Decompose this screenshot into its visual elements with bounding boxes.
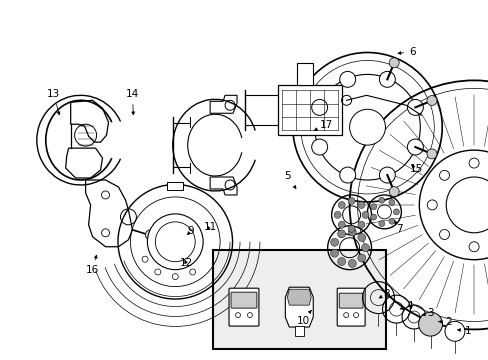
Text: 5: 5 <box>284 171 295 189</box>
Bar <box>212 250 385 348</box>
Circle shape <box>339 71 355 87</box>
FancyBboxPatch shape <box>294 325 303 336</box>
Text: 4: 4 <box>399 301 412 311</box>
FancyBboxPatch shape <box>228 288 258 326</box>
Circle shape <box>370 214 376 220</box>
Circle shape <box>338 221 345 228</box>
Circle shape <box>388 58 398 68</box>
Circle shape <box>393 209 399 215</box>
Text: 17: 17 <box>314 121 332 130</box>
Circle shape <box>426 149 436 159</box>
Circle shape <box>347 228 356 236</box>
Circle shape <box>357 202 364 208</box>
Circle shape <box>370 204 376 210</box>
Circle shape <box>361 211 368 219</box>
Bar <box>167 182 183 190</box>
Circle shape <box>379 167 394 183</box>
Circle shape <box>337 230 345 238</box>
Text: 9: 9 <box>187 226 194 236</box>
Text: 11: 11 <box>203 222 217 231</box>
Circle shape <box>347 260 356 267</box>
Circle shape <box>361 244 369 252</box>
FancyBboxPatch shape <box>339 293 363 308</box>
Circle shape <box>311 99 327 115</box>
Circle shape <box>388 199 394 206</box>
Text: 2: 2 <box>438 317 450 327</box>
Circle shape <box>407 139 423 155</box>
Circle shape <box>311 139 327 155</box>
Circle shape <box>339 167 355 183</box>
Circle shape <box>446 177 488 233</box>
Circle shape <box>388 186 398 197</box>
Circle shape <box>357 234 365 242</box>
Circle shape <box>330 249 338 257</box>
Circle shape <box>378 197 384 203</box>
Circle shape <box>378 221 384 226</box>
Circle shape <box>330 238 338 246</box>
Circle shape <box>426 95 436 105</box>
Circle shape <box>379 71 394 87</box>
Circle shape <box>337 257 345 266</box>
Circle shape <box>349 109 385 145</box>
Circle shape <box>347 197 354 204</box>
Circle shape <box>388 218 394 224</box>
Text: 6: 6 <box>397 46 415 57</box>
Text: 1: 1 <box>457 325 471 336</box>
FancyBboxPatch shape <box>337 288 365 326</box>
Circle shape <box>357 221 364 228</box>
Circle shape <box>407 99 423 115</box>
Text: 16: 16 <box>86 255 99 275</box>
Text: 13: 13 <box>47 89 60 115</box>
Circle shape <box>444 321 464 341</box>
Circle shape <box>145 230 155 240</box>
Circle shape <box>338 202 345 208</box>
FancyBboxPatch shape <box>230 292 256 308</box>
Polygon shape <box>285 287 313 327</box>
Text: 3: 3 <box>421 309 433 318</box>
Text: 15: 15 <box>408 164 422 174</box>
Circle shape <box>333 211 341 219</box>
Circle shape <box>418 312 442 336</box>
Circle shape <box>357 254 365 262</box>
Text: 14: 14 <box>125 89 139 115</box>
Text: 8: 8 <box>378 289 389 299</box>
Circle shape <box>347 225 354 232</box>
Text: 12: 12 <box>179 258 192 268</box>
Bar <box>277 85 341 135</box>
Text: 7: 7 <box>394 221 402 234</box>
Circle shape <box>147 214 203 270</box>
Bar <box>296 63 312 85</box>
Text: 10: 10 <box>296 310 311 325</box>
Polygon shape <box>287 289 311 305</box>
